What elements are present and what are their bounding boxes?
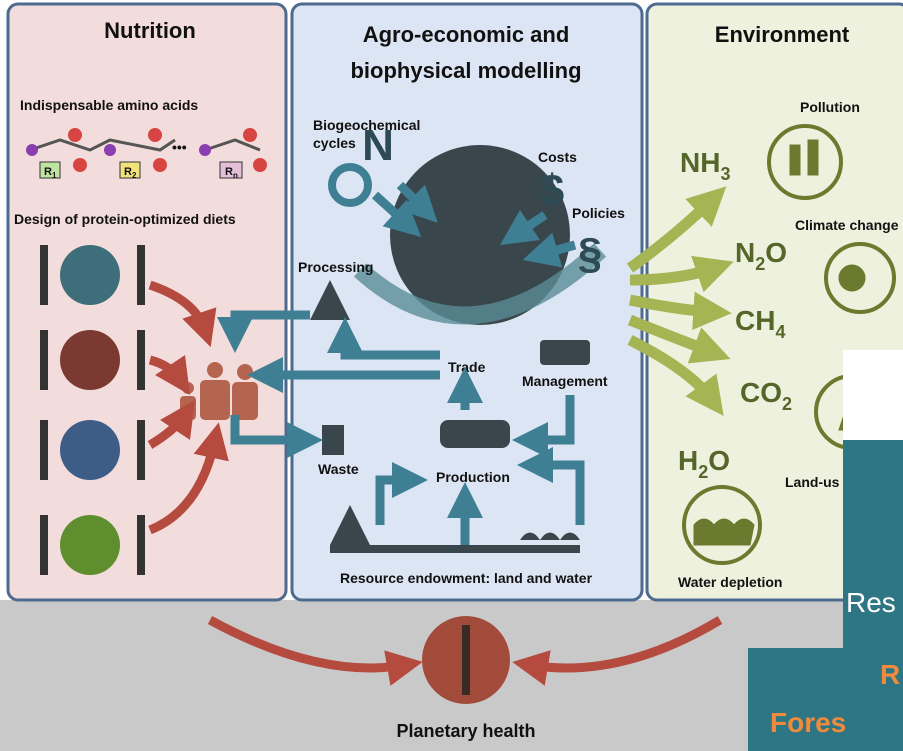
globe-ring: [353, 243, 607, 325]
symbol: $: [540, 166, 564, 215]
label: Design of protein-optimized diets: [14, 211, 236, 227]
teal-arrows: [217, 181, 585, 545]
gas: NH3: [680, 147, 730, 184]
gas: CO2: [740, 377, 792, 414]
label: Land-us: [785, 474, 840, 490]
label: Pollution: [800, 99, 860, 115]
green-arrows: [626, 186, 734, 416]
label: Indispensable amino acids: [20, 97, 198, 113]
diet-plates: [40, 245, 258, 575]
overlay-text: Res: [846, 587, 896, 618]
label: Biogeochemical: [313, 117, 420, 133]
label: cycles: [313, 135, 356, 151]
panel-title: Nutrition: [104, 18, 196, 43]
gas: H2O: [678, 445, 730, 482]
label: Policies: [572, 205, 625, 221]
env-icons: [682, 124, 896, 565]
label: Climate change: [795, 217, 899, 233]
symbol: §: [578, 229, 602, 278]
panel-title: biophysical modelling: [350, 58, 581, 83]
residue: R2: [124, 166, 137, 180]
panel-title: Environment: [715, 22, 850, 47]
red-arrow: [512, 616, 723, 686]
red-arrows: [147, 280, 229, 535]
gas: N2O: [735, 237, 787, 274]
panel-title: Agro-economic and: [363, 22, 570, 47]
residue: Rn: [225, 166, 238, 180]
cycle-icon: [328, 163, 372, 207]
label: Trade: [448, 359, 486, 375]
health-icon: [462, 625, 470, 695]
red-arrow: [207, 616, 423, 686]
label: Processing: [298, 259, 373, 275]
overlay-text: Fores: [770, 707, 846, 738]
residue: R1: [44, 166, 57, 180]
nutrition-panel: [6, 2, 288, 602]
label: Production: [436, 469, 510, 485]
label: Costs: [538, 149, 577, 165]
overlay-text: R: [880, 659, 900, 690]
amino-chain: [26, 128, 267, 179]
overlay-panel: [748, 648, 903, 751]
label: Waste: [318, 461, 359, 477]
gas: CH4: [735, 305, 785, 342]
symbol: N: [362, 121, 394, 170]
label: Management: [522, 373, 608, 389]
icons: [310, 280, 590, 553]
ellipsis: •••: [172, 139, 187, 155]
label: Resource endowment: land and water: [340, 570, 593, 586]
label: Water depletion: [678, 574, 783, 590]
footer-title: Planetary health: [396, 721, 535, 741]
